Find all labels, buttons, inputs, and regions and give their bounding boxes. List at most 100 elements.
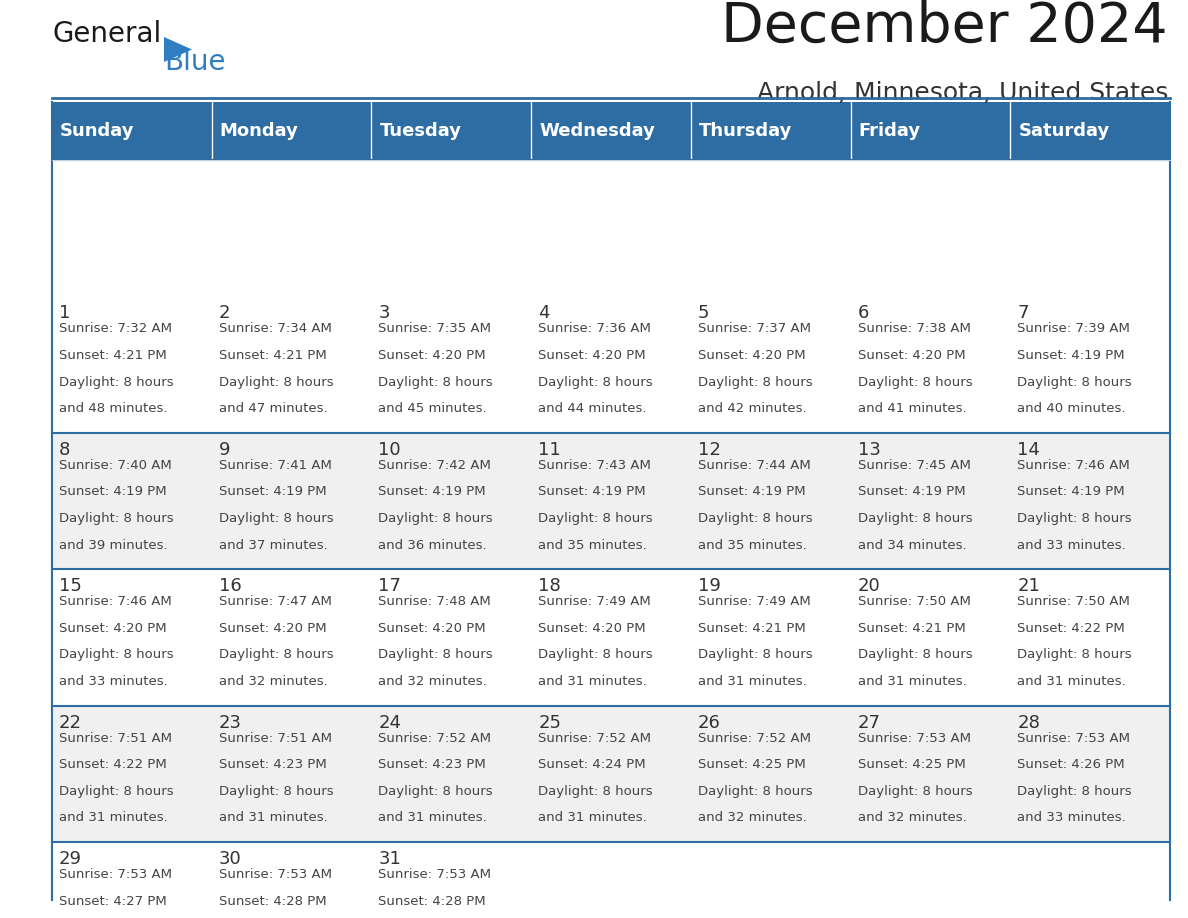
Bar: [851, 842, 1010, 918]
Text: 1: 1: [59, 305, 70, 322]
Text: 26: 26: [697, 713, 721, 732]
Text: Daylight: 8 hours: Daylight: 8 hours: [697, 512, 813, 525]
Text: Sunrise: 7:53 AM: Sunrise: 7:53 AM: [59, 868, 172, 881]
Text: Sunset: 4:28 PM: Sunset: 4:28 PM: [379, 895, 486, 908]
Text: and 31 minutes.: and 31 minutes.: [697, 675, 807, 688]
Text: Wednesday: Wednesday: [539, 122, 655, 140]
Text: Sunset: 4:20 PM: Sunset: 4:20 PM: [379, 349, 486, 362]
Text: Sunrise: 7:36 AM: Sunrise: 7:36 AM: [538, 322, 651, 335]
Bar: [851, 569, 1010, 706]
Text: 17: 17: [379, 577, 402, 595]
Text: Blue: Blue: [164, 48, 226, 76]
Text: 31: 31: [379, 850, 402, 868]
Text: and 33 minutes.: and 33 minutes.: [1017, 812, 1126, 824]
Text: Sunrise: 7:42 AM: Sunrise: 7:42 AM: [379, 459, 492, 472]
Bar: [211, 432, 372, 569]
Text: Sunset: 4:25 PM: Sunset: 4:25 PM: [697, 758, 805, 771]
Text: Sunday: Sunday: [61, 122, 134, 140]
Text: 30: 30: [219, 850, 241, 868]
Text: December 2024: December 2024: [721, 0, 1168, 54]
Bar: [52, 432, 211, 569]
Bar: [52, 706, 211, 842]
Text: Thursday: Thursday: [699, 122, 792, 140]
Bar: [1010, 297, 1170, 432]
Text: Sunrise: 7:38 AM: Sunrise: 7:38 AM: [858, 322, 971, 335]
Text: Sunrise: 7:50 AM: Sunrise: 7:50 AM: [1017, 595, 1130, 609]
Text: 8: 8: [59, 441, 70, 459]
Text: Daylight: 8 hours: Daylight: 8 hours: [1017, 648, 1132, 661]
Text: Sunset: 4:21 PM: Sunset: 4:21 PM: [858, 621, 966, 635]
Text: Sunrise: 7:46 AM: Sunrise: 7:46 AM: [1017, 459, 1130, 472]
Text: Sunset: 4:19 PM: Sunset: 4:19 PM: [379, 486, 486, 498]
Text: Sunset: 4:19 PM: Sunset: 4:19 PM: [538, 486, 646, 498]
Text: Sunset: 4:27 PM: Sunset: 4:27 PM: [59, 895, 166, 908]
Text: Sunset: 4:19 PM: Sunset: 4:19 PM: [219, 486, 327, 498]
Text: 7: 7: [1017, 305, 1029, 322]
Text: Daylight: 8 hours: Daylight: 8 hours: [59, 648, 173, 661]
Bar: [211, 297, 372, 432]
Text: 6: 6: [858, 305, 868, 322]
Text: Daylight: 8 hours: Daylight: 8 hours: [858, 375, 972, 388]
Text: Daylight: 8 hours: Daylight: 8 hours: [1017, 375, 1132, 388]
Bar: [691, 432, 851, 569]
Text: Sunrise: 7:45 AM: Sunrise: 7:45 AM: [858, 459, 971, 472]
Bar: [211, 706, 372, 842]
Bar: [372, 297, 531, 432]
Text: 4: 4: [538, 305, 550, 322]
Text: Sunset: 4:28 PM: Sunset: 4:28 PM: [219, 895, 327, 908]
Text: Sunset: 4:21 PM: Sunset: 4:21 PM: [219, 349, 327, 362]
Text: Sunset: 4:20 PM: Sunset: 4:20 PM: [697, 349, 805, 362]
Bar: [691, 842, 851, 918]
Text: and 35 minutes.: and 35 minutes.: [697, 539, 807, 552]
Text: and 47 minutes.: and 47 minutes.: [219, 402, 328, 415]
Text: and 41 minutes.: and 41 minutes.: [858, 402, 966, 415]
Text: Daylight: 8 hours: Daylight: 8 hours: [219, 375, 334, 388]
Text: Daylight: 8 hours: Daylight: 8 hours: [858, 648, 972, 661]
Text: 18: 18: [538, 577, 561, 595]
Text: and 40 minutes.: and 40 minutes.: [1017, 402, 1126, 415]
Text: 11: 11: [538, 441, 561, 459]
Text: Sunset: 4:22 PM: Sunset: 4:22 PM: [1017, 621, 1125, 635]
Text: and 45 minutes.: and 45 minutes.: [379, 402, 487, 415]
Text: General: General: [52, 20, 162, 48]
Text: Sunrise: 7:53 AM: Sunrise: 7:53 AM: [1017, 732, 1130, 744]
Bar: [531, 706, 691, 842]
Text: Sunset: 4:20 PM: Sunset: 4:20 PM: [538, 349, 646, 362]
Text: Sunrise: 7:32 AM: Sunrise: 7:32 AM: [59, 322, 172, 335]
Polygon shape: [164, 37, 192, 62]
Bar: [691, 569, 851, 706]
Bar: [531, 569, 691, 706]
Text: Sunrise: 7:49 AM: Sunrise: 7:49 AM: [538, 595, 651, 609]
Text: 20: 20: [858, 577, 880, 595]
Text: and 31 minutes.: and 31 minutes.: [538, 675, 647, 688]
Text: 12: 12: [697, 441, 721, 459]
Text: Daylight: 8 hours: Daylight: 8 hours: [59, 785, 173, 798]
Text: 14: 14: [1017, 441, 1041, 459]
Text: Sunrise: 7:34 AM: Sunrise: 7:34 AM: [219, 322, 331, 335]
Text: Daylight: 8 hours: Daylight: 8 hours: [858, 785, 972, 798]
Text: 22: 22: [59, 713, 82, 732]
Text: and 31 minutes.: and 31 minutes.: [59, 812, 168, 824]
Bar: [1010, 102, 1170, 160]
Text: Sunset: 4:20 PM: Sunset: 4:20 PM: [538, 621, 646, 635]
Text: 27: 27: [858, 713, 880, 732]
Text: Daylight: 8 hours: Daylight: 8 hours: [219, 785, 334, 798]
Bar: [691, 297, 851, 432]
Text: 28: 28: [1017, 713, 1041, 732]
Bar: [851, 297, 1010, 432]
Text: Sunset: 4:20 PM: Sunset: 4:20 PM: [858, 349, 965, 362]
Text: Daylight: 8 hours: Daylight: 8 hours: [379, 375, 493, 388]
Bar: [691, 706, 851, 842]
Text: Sunset: 4:20 PM: Sunset: 4:20 PM: [59, 621, 166, 635]
Text: and 31 minutes.: and 31 minutes.: [219, 812, 328, 824]
Text: and 37 minutes.: and 37 minutes.: [219, 539, 328, 552]
Text: 13: 13: [858, 441, 880, 459]
Bar: [211, 102, 372, 160]
Bar: [52, 102, 1170, 160]
Bar: [851, 706, 1010, 842]
Text: Sunrise: 7:50 AM: Sunrise: 7:50 AM: [858, 595, 971, 609]
Text: 10: 10: [379, 441, 402, 459]
Text: and 39 minutes.: and 39 minutes.: [59, 539, 168, 552]
Text: Daylight: 8 hours: Daylight: 8 hours: [219, 512, 334, 525]
Text: Sunrise: 7:39 AM: Sunrise: 7:39 AM: [1017, 322, 1130, 335]
